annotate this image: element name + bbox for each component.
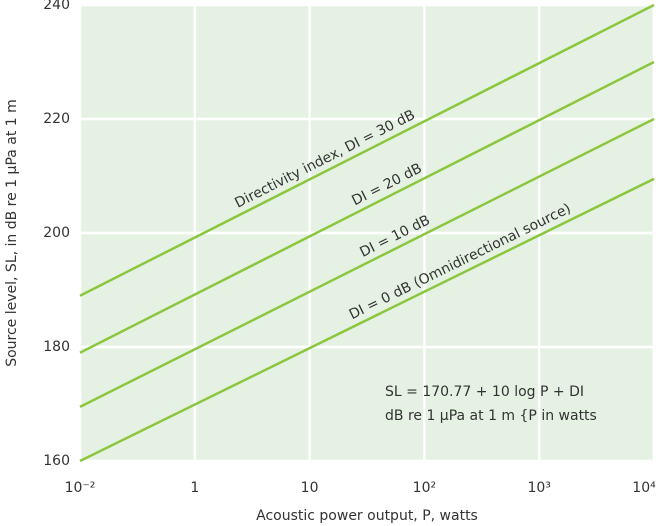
- x-tick-label: 10⁴: [632, 480, 656, 496]
- series-line: [79, 177, 655, 463]
- annotation: SL = 170.77 + 10 log P + DI: [385, 384, 584, 400]
- x-tick-label: 10⁻²: [65, 480, 96, 496]
- series-line: [79, 60, 655, 354]
- series-lines: [79, 3, 655, 463]
- y-tick-label: 220: [43, 111, 70, 127]
- series-line: [79, 117, 655, 408]
- x-axis-label: Acoustic power output, P, watts: [256, 508, 478, 524]
- series-line: [79, 3, 655, 297]
- x-tick-label: 10: [301, 480, 319, 496]
- annotation: dB re 1 μPa at 1 m {P in watts: [385, 408, 597, 424]
- x-tick-label: 10²: [413, 480, 436, 496]
- grid: [78, 3, 656, 463]
- y-axis-label: Source level, SL, in dB re 1 μPa at 1 m: [4, 99, 20, 367]
- y-tick-label: 160: [43, 453, 70, 469]
- y-tick-label: 180: [43, 339, 70, 355]
- x-tick-label: 10³: [527, 480, 550, 496]
- y-tick-label: 240: [43, 0, 70, 13]
- y-tick-label: 200: [43, 225, 70, 241]
- x-tick-label: 1: [190, 480, 199, 496]
